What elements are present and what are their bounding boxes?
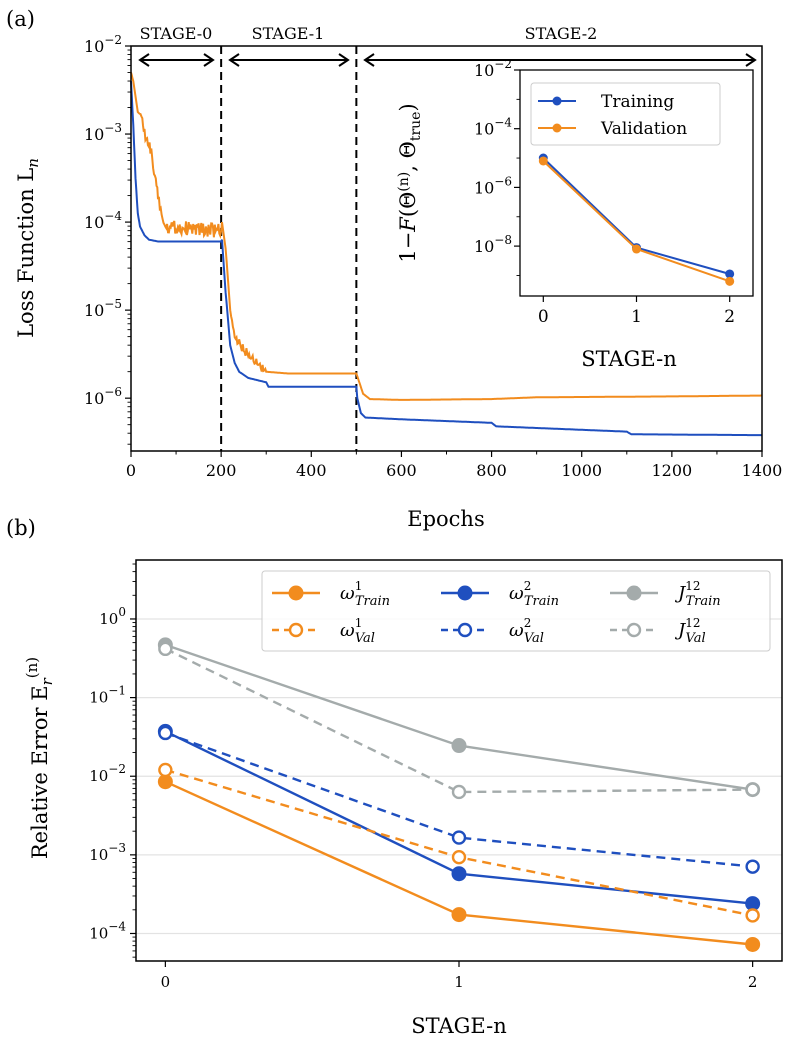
validation-loss-line xyxy=(130,72,762,401)
error-y-tick-label: 100 xyxy=(99,605,126,628)
inset-validation-point xyxy=(538,156,548,166)
loss-x-tick-label: 800 xyxy=(476,461,507,480)
legend-J12_val-marker xyxy=(626,622,642,638)
loss-y-tick-label: 10−5 xyxy=(84,297,122,320)
legend-J12_val-label: J12 Val xyxy=(674,616,706,646)
inset-training-point xyxy=(725,269,735,279)
omega1-val-point xyxy=(745,908,760,923)
inset-x-tick-label: 0 xyxy=(538,307,549,327)
loss-x-tick-label: 200 xyxy=(206,461,237,480)
legend-omega2_train-marker xyxy=(457,585,473,601)
loss-x-tick-label: 1400 xyxy=(742,461,783,480)
panel-b-label: (b) xyxy=(6,516,36,540)
omega1-train-point xyxy=(745,936,761,952)
panel-a-label: (a) xyxy=(6,7,35,31)
inset-x-axis-label: STAGE-n xyxy=(581,347,677,371)
J12-val-point xyxy=(745,782,760,797)
error-plot-frame xyxy=(135,559,783,962)
stage-arrows xyxy=(138,53,757,67)
inset-y-axis-label: 1−F(Θ(n), Θtrue) xyxy=(396,103,424,262)
error-x-tick-label: 2 xyxy=(748,973,758,991)
inset-y-tick-label: 10−6 xyxy=(474,174,512,197)
J12-val-point xyxy=(451,784,467,800)
omega2-val-point xyxy=(745,859,760,874)
J12-train-point xyxy=(451,738,467,754)
loss-plot-frame xyxy=(130,45,763,452)
inset-legend: Training Validation xyxy=(530,82,721,146)
legend-omega1_val-marker xyxy=(288,622,304,638)
J12-val-line xyxy=(164,647,753,794)
omega1-val-point xyxy=(158,762,173,778)
error-y-tick-label: 10−1 xyxy=(89,684,126,707)
inset-y-tick-label: 10−4 xyxy=(474,116,512,139)
legend-omega1_train-label: ω1 Train xyxy=(340,579,390,609)
error-x-tick-label: 0 xyxy=(161,973,171,991)
legend-J12_train-label: J12 Train xyxy=(674,579,721,609)
loss-chart: 0 200 400 600 800 1000 1200 1400 10−2 10−3 10−4 10−… xyxy=(14,24,782,531)
legend-omega1_train-marker xyxy=(288,585,304,601)
legend-omega2_val-label: ω2 Val xyxy=(509,616,544,646)
J12-val-point xyxy=(158,641,173,657)
J12-train-line xyxy=(165,643,753,791)
error-x-axis-label: STAGE-n xyxy=(411,1014,507,1038)
error-x-tick-label: 1 xyxy=(454,973,464,991)
loss-y-axis-label: Loss Function Ln xyxy=(14,158,42,338)
legend-J12_train-marker xyxy=(626,585,642,601)
inset-x-tick-label: 2 xyxy=(724,307,735,327)
inset-validation-point xyxy=(725,276,735,286)
error-legend: ω1 Train ω2 Train J12 Train ω1 Val ω2 Val J12 Val xyxy=(261,570,771,652)
inset-legend-training: Training xyxy=(601,92,674,112)
omega2-train-point xyxy=(745,896,761,912)
stage-0-label: STAGE-0 xyxy=(140,24,213,43)
loss-x-tick-label: 400 xyxy=(296,461,327,480)
inset-legend-validation: Validation xyxy=(600,119,687,139)
loss-x-tick-label: 1000 xyxy=(561,461,602,480)
inset-y-tick-label: 10−8 xyxy=(474,233,512,256)
training-loss-line xyxy=(130,81,763,437)
omega2-val-point xyxy=(158,725,173,741)
fidelity-inset: 0 1 2 10−2 10−4 10−6 10−8 STAGE-n 1−F(Θ(n), Θt… xyxy=(396,57,754,371)
omega1-val-point xyxy=(451,850,467,865)
error-y-axis-label: Relative Error Er(n) xyxy=(23,657,56,859)
error-y-tick-label: 10−4 xyxy=(89,919,126,942)
legend-omega1_val-label: ω1 Val xyxy=(340,616,375,646)
omega1-train-point xyxy=(157,774,173,790)
legend-omega2_val-marker xyxy=(457,622,473,638)
inset-y-tick-label: 10−2 xyxy=(474,57,512,80)
inset-validation-point xyxy=(632,244,641,254)
stage-2-label: STAGE-2 xyxy=(525,24,598,43)
error-y-tick-label: 10−3 xyxy=(89,841,126,864)
omega2-val-point xyxy=(451,830,467,845)
loss-x-axis-label: Epochs xyxy=(407,507,484,531)
loss-x-tick-label: 600 xyxy=(386,461,417,480)
loss-y-tick-label: 10−6 xyxy=(84,385,122,408)
loss-y-tick-label: 10−4 xyxy=(84,209,122,232)
loss-x-tick-label: 1200 xyxy=(651,461,692,480)
error-y-tick-label: 10−2 xyxy=(89,762,126,785)
loss-y-tick-label: 10−3 xyxy=(84,121,122,144)
loss-y-tick-label: 10−2 xyxy=(84,33,122,56)
legend-omega2_train-label: ω2 Train xyxy=(509,579,559,609)
omega2-train-point xyxy=(451,866,467,882)
stage-1-label: STAGE-1 xyxy=(252,24,325,43)
inset-x-tick-label: 1 xyxy=(631,307,642,327)
loss-x-tick-label: 0 xyxy=(126,461,136,480)
omega1-train-point xyxy=(451,907,467,923)
relative-error-chart: 0 1 2 100 10−1 10−2 10−3 10−4 STAGE-n Relative … xyxy=(23,559,783,1038)
inset-frame xyxy=(519,69,754,297)
